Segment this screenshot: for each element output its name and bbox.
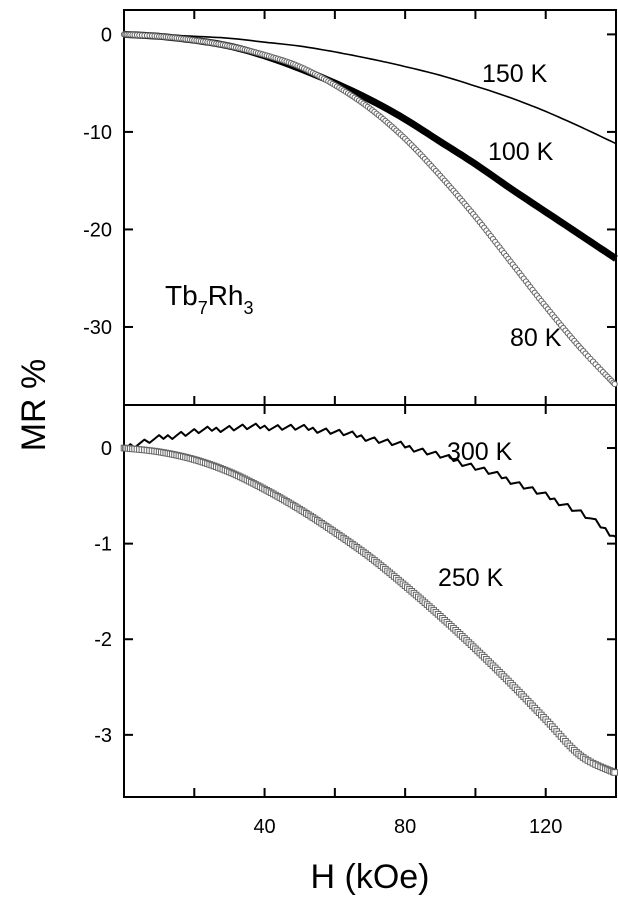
- bottom-ytick-label: -3: [94, 725, 112, 747]
- series-250k-point: [611, 769, 618, 776]
- top-panel-series: [120, 30, 618, 388]
- bottom-panel-frame: [123, 404, 617, 798]
- compound-base: Tb: [165, 280, 198, 311]
- series-label-80k: 80 K: [510, 324, 562, 352]
- bottom-ytick-label: -2: [94, 629, 112, 651]
- x-axis-title: H (kOe): [311, 858, 430, 896]
- top-ytick-label: -10: [83, 122, 112, 144]
- bottom-ytick-label: 0: [101, 438, 112, 460]
- top-ytick-label: 0: [101, 24, 112, 46]
- y-axis-title: MR %: [15, 359, 53, 452]
- top-ytick-label: -30: [83, 317, 112, 339]
- top-panel-ticks: 0 -10 -20 -30: [83, 10, 617, 405]
- series-150k-line: [124, 33, 617, 145]
- compound-sub-1: 7: [198, 298, 208, 318]
- series-label-100k: 100 K: [488, 138, 554, 166]
- bottom-xtick-label: 40: [253, 816, 275, 838]
- bottom-panel-ticks: 0 -1 -2 -3 40 80 120: [94, 405, 617, 838]
- bottom-panel-series: [120, 422, 618, 776]
- series-label-250k: 250 K: [438, 564, 504, 592]
- series-label-150k: 150 K: [482, 60, 548, 88]
- bottom-ytick-label: -1: [94, 534, 112, 556]
- compound-annotation: Tb7Rh3: [165, 280, 254, 318]
- compound-mid: Rh: [208, 280, 244, 311]
- series-300k-line: [123, 422, 617, 538]
- bottom-xtick-label: 80: [394, 816, 416, 838]
- compound-sub-2: 3: [244, 298, 254, 318]
- top-ytick-label: -20: [83, 219, 112, 241]
- series-80k-point: [611, 380, 618, 388]
- series-label-300k: 300 K: [447, 438, 513, 466]
- bottom-xtick-label: 120: [529, 816, 562, 838]
